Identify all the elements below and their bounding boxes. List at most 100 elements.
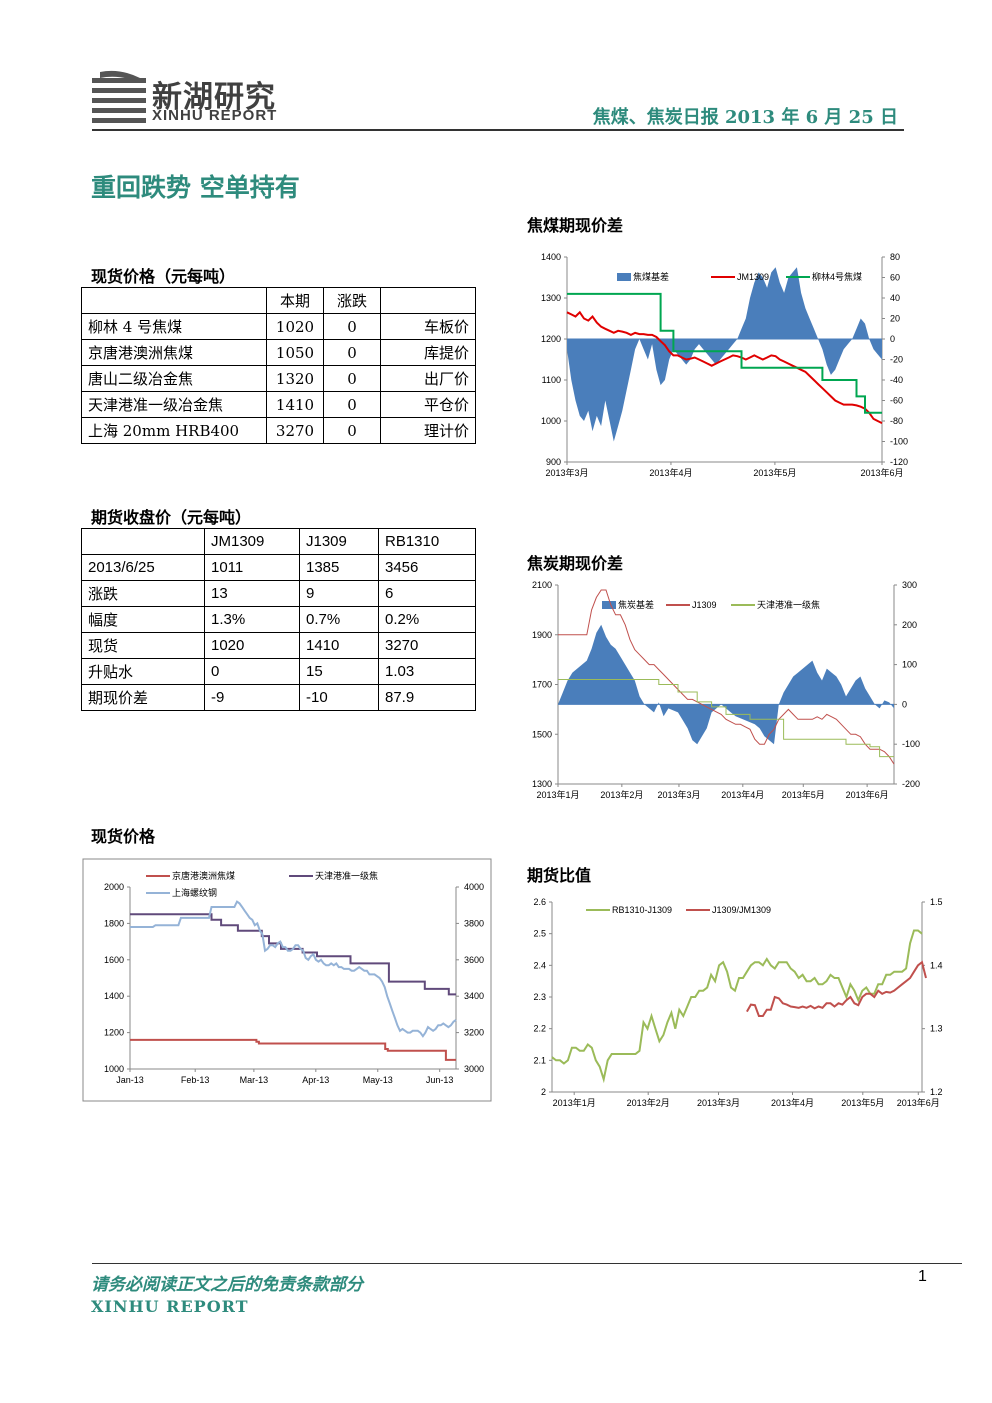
x-tick-label: 2013年2月: [627, 1097, 670, 1108]
table-row: 期现价差 -9 -10 87.9: [81, 684, 476, 711]
table-cell: [81, 528, 205, 555]
x-tick-label: Apr-13: [302, 1075, 329, 1085]
x-tick-label: 2013年1月: [536, 789, 579, 800]
table-cell: 6: [378, 580, 476, 607]
futures-table-title: 期货收盘价（元每吨）: [91, 508, 252, 527]
y2-tick-label: 3600: [464, 955, 484, 965]
x-tick-label: 2013年5月: [753, 467, 796, 478]
table-cell: 0.7%: [299, 606, 379, 633]
table-cell: 柳林 4 号焦煤: [81, 313, 267, 340]
y-tick-label: 1100: [542, 375, 561, 385]
table-cell: 1385: [299, 554, 379, 581]
table-cell: 期现价差: [81, 684, 205, 711]
table-cell: 13: [204, 580, 300, 607]
report-title: 焦煤、焦炭日报 2013 年 6 月 25 日: [592, 107, 898, 128]
y-tick-label: 900: [546, 457, 561, 467]
y2-tick-label: 3200: [464, 1028, 484, 1038]
spot-table: 本期 涨跌 柳林 4 号焦煤 1020 0 车板价 京唐港澳洲焦煤 1050 0…: [81, 287, 476, 444]
y-tick-label: 1400: [104, 991, 124, 1001]
table-cell: 唐山二级冶金焦: [81, 365, 267, 392]
table-cell: 1410: [266, 391, 324, 418]
y2-tick-label: -60: [890, 396, 903, 406]
table-cell: 1.3%: [204, 606, 300, 633]
table-row: 唐山二级冶金焦 1320 0 出厂价: [81, 365, 476, 392]
x-tick-label: 2013年5月: [782, 789, 825, 800]
y2-tick-label: -200: [902, 779, 920, 789]
y2-tick-label: 100: [902, 660, 917, 670]
table-row: 柳林 4 号焦煤 1020 0 车板价: [81, 313, 476, 340]
legend-label: 上海螺纹钢: [172, 887, 217, 898]
series-line: [566, 310, 883, 424]
table-cell: 3270: [378, 632, 476, 659]
table-cell: 1011: [204, 554, 300, 581]
table-cell: 9: [299, 580, 379, 607]
y-tick-label: 1700: [532, 680, 552, 690]
table-cell: 1320: [266, 365, 324, 392]
logo-en: XINHU REPORT: [152, 107, 278, 124]
x-tick-label: 2013年2月: [600, 789, 643, 800]
legend-label: 天津港准一级焦: [757, 599, 820, 610]
y2-tick-label: -120: [890, 457, 908, 467]
y2-tick-label: 80: [890, 252, 900, 262]
y-tick-label: 2100: [532, 580, 552, 590]
table-cell: 1410: [299, 632, 379, 659]
y2-tick-label: 20: [890, 314, 900, 324]
spot-price-chart: 1000 1200 1400 1600 1800 2000 3000 3200 3400 3600…: [82, 858, 492, 1102]
legend-swatch: [602, 601, 616, 609]
table-cell: [380, 287, 476, 314]
table-cell: -10: [299, 684, 379, 711]
y2-tick-label: 0: [890, 334, 895, 344]
spot-table-title: 现货价格（元每吨）: [91, 267, 236, 286]
x-tick-label: 2013年4月: [721, 789, 764, 800]
logo: 新湖研究 XINHU REPORT: [92, 70, 292, 126]
table-cell: 1020: [204, 632, 300, 659]
y2-tick-label: 200: [902, 620, 917, 630]
y2-tick-label: 3400: [464, 991, 484, 1001]
table-cell: 0: [323, 313, 381, 340]
y2-tick-label: 4000: [464, 882, 484, 892]
y2-tick-label: -40: [890, 375, 903, 385]
table-cell: JM1309: [204, 528, 300, 555]
legend-label: JM1309: [737, 272, 769, 282]
table-cell: 0: [323, 365, 381, 392]
y2-tick-label: 0: [902, 699, 907, 709]
y2-tick-label: -100: [890, 437, 908, 447]
table-row: JM1309 J1309 RB1310: [81, 528, 476, 555]
table-cell: 涨跌: [323, 287, 381, 314]
table-cell: 天津港准一级冶金焦: [81, 391, 267, 418]
futures-ratio-chart: 2 2.1 2.2 2.3 2.4 2.5 2.6 1.2 1.3 1.4 1.5 2013年1月 20…: [533, 897, 943, 1108]
table-cell: 0: [323, 391, 381, 418]
x-tick-label: 2013年4月: [649, 467, 692, 478]
x-tick-label: Feb-13: [181, 1075, 210, 1085]
y-tick-label: 2.6: [533, 897, 546, 907]
table-cell: 涨跌: [81, 580, 205, 607]
table-cell: 车板价: [380, 313, 476, 340]
y-tick-label: 1800: [104, 918, 124, 928]
legend-label: RB1310-J1309: [612, 905, 672, 915]
table-row: 本期 涨跌: [81, 287, 476, 314]
table-cell: 1.03: [378, 658, 476, 685]
series-line: [130, 900, 457, 1038]
x-tick-label: 2013年6月: [897, 1097, 940, 1108]
spot-price-chart-title: 现货价格: [91, 827, 156, 846]
legend-label: J1309: [692, 600, 717, 610]
footer-disclaimer: 请务必阅读正文之后的免责条款部分: [91, 1275, 363, 1295]
table-cell: 理计价: [380, 417, 476, 444]
legend-label: 焦炭基差: [618, 599, 654, 610]
series-area: [558, 624, 894, 745]
table-cell: 幅度: [81, 606, 205, 633]
series-line: [130, 1038, 456, 1061]
logo-cn: 新湖研究: [152, 80, 276, 115]
y2-tick-label: 40: [890, 293, 900, 303]
series-area: [567, 267, 882, 442]
x-tick-label: 2013年3月: [545, 467, 588, 478]
coking-coal-basis-title: 焦煤期现价差: [527, 216, 624, 235]
y2-tick-label: 300: [902, 580, 917, 590]
table-row: 升贴水 0 15 1.03: [81, 658, 476, 685]
table-cell: 库提价: [380, 339, 476, 366]
y-tick-label: 1200: [541, 334, 561, 344]
y2-tick-label: 1.2: [930, 1087, 943, 1097]
series-line: [558, 589, 895, 765]
x-tick-label: 2013年1月: [553, 1097, 596, 1108]
x-tick-label: Jun-13: [426, 1075, 454, 1085]
